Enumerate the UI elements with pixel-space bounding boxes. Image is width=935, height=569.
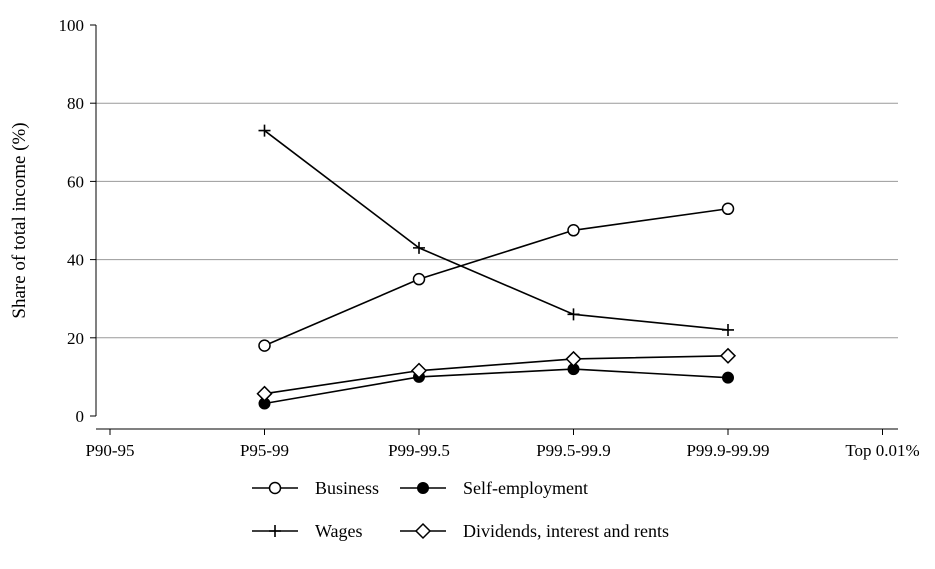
legend: Business Self-employment Wages Dividends, i… (252, 478, 669, 541)
legend-label: Dividends, interest and rents (463, 521, 669, 541)
y-tick-label: 100 (59, 16, 85, 35)
data-point-business (412, 272, 426, 286)
series-self-employment (258, 363, 734, 410)
series-line-wages (264, 129, 729, 331)
legend-marker (417, 482, 429, 494)
y-tick-label: 80 (67, 94, 84, 113)
legend-marker (269, 525, 281, 537)
data-point-business (567, 224, 580, 237)
legend-label: Business (315, 478, 379, 498)
y-tick-label: 20 (67, 329, 84, 348)
y-tick-label: 0 (76, 407, 85, 426)
series-dividends-interest-and-rents (256, 347, 737, 402)
legend-marker (414, 522, 432, 540)
data-point-self-employment (722, 371, 734, 384)
y-tick-label: 40 (67, 251, 84, 270)
data-point-wages (258, 124, 271, 137)
series-line-business (264, 207, 729, 347)
x-tick-label: P99.5-99.9 (536, 441, 611, 460)
y-tick-label: 60 (67, 172, 84, 191)
data-point-wages (567, 308, 580, 321)
data-point-dividends-interest-and-rents (256, 385, 273, 402)
x-tick-label: P99-99.5 (388, 441, 450, 460)
legend-label: Wages (315, 521, 363, 541)
data-point-dividends-interest-and-rents (565, 350, 582, 367)
x-tick-label: P90-95 (85, 441, 134, 460)
x-tick-label: P95-99 (240, 441, 289, 460)
data-point-business (721, 202, 735, 216)
series-line-dividends-interest-and-rents (264, 354, 729, 395)
legend-item-business: Business (252, 478, 379, 498)
data-point-business (258, 339, 271, 352)
x-tick-label: P99.9-99.99 (686, 441, 769, 460)
series-wages (258, 124, 734, 336)
data-point-wages (413, 241, 425, 254)
series-line-self-employment (264, 368, 729, 405)
data-point-wages (722, 323, 734, 336)
axis-layer: 0 20 40 60 80 100 P90-95 P95-99 P99-99.5 P99.5-99… (59, 16, 920, 460)
legend-item-self-employment: Self-employment (400, 478, 588, 498)
legend-label: Self-employment (463, 478, 588, 498)
legend-item-wages: Wages (252, 521, 363, 541)
series-business (258, 202, 735, 352)
series-layer (256, 124, 737, 410)
y-axis-title: Share of total income (%) (9, 122, 30, 318)
x-tick-label: Top 0.01% (845, 441, 919, 460)
data-point-dividends-interest-and-rents (410, 362, 428, 379)
legend-marker (268, 481, 282, 495)
legend-item-dividends-interest-and-rents: Dividends, interest and rents (400, 521, 669, 541)
grid-layer (96, 102, 898, 339)
data-point-dividends-interest-and-rents (719, 347, 737, 364)
